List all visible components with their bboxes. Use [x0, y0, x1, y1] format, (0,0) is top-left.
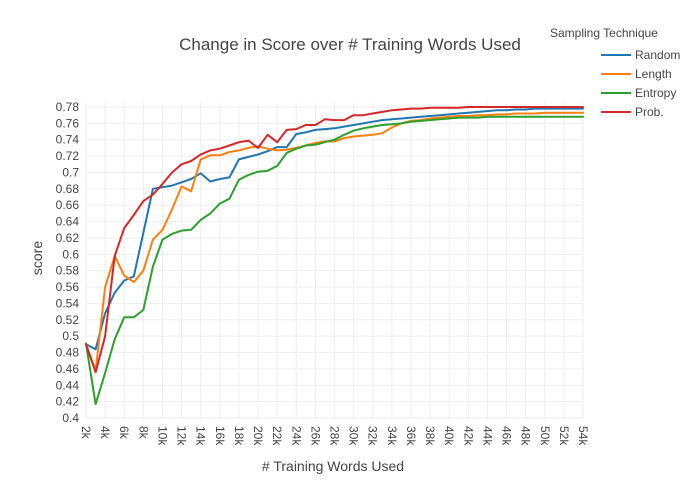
legend-label-length: Length: [635, 67, 672, 81]
y-tick-label: 0.78: [56, 100, 80, 114]
x-axis-ticks: 2k 4k 6k 8k 10k 12k 14k 16k 18k 20k 22k 24k 26k 28k 30…: [79, 426, 590, 446]
y-tick-label: 0.6: [62, 247, 79, 261]
x-tick-label: 48k: [519, 426, 533, 446]
y-tick-label: 0.44: [56, 378, 80, 392]
x-tick-label: 10k: [155, 426, 169, 446]
x-tick-label: 50k: [538, 426, 552, 446]
x-axis-title: # Training Words Used: [262, 458, 404, 474]
x-tick-label: 18k: [232, 426, 246, 446]
legend-items: Random Length Entropy Prob.: [601, 48, 680, 119]
y-tick-label: 0.72: [56, 149, 80, 163]
y-tick-label: 0.56: [56, 280, 80, 294]
legend-label-entropy: Entropy: [635, 86, 676, 100]
y-axis-title: score: [29, 241, 45, 275]
x-tick-label: 14k: [194, 426, 208, 446]
x-tick-label: 16k: [213, 426, 227, 446]
x-tick-label: 28k: [328, 426, 342, 446]
y-tick-label: 0.76: [56, 116, 80, 130]
x-tick-label: 12k: [175, 426, 189, 446]
x-tick-label: 42k: [461, 426, 475, 446]
chart-title: Change in Score over # Training Words Us…: [179, 35, 521, 54]
y-tick-label: 0.4: [62, 411, 79, 425]
x-tick-label: 54k: [576, 426, 590, 446]
x-tick-label: 46k: [500, 426, 514, 446]
y-tick-label: 0.7: [62, 165, 79, 179]
y-tick-label: 0.64: [56, 215, 80, 229]
y-tick-label: 0.54: [56, 296, 80, 310]
x-tick-label: 38k: [423, 426, 437, 446]
x-tick-label: 32k: [366, 426, 380, 446]
x-tick-label: 26k: [308, 426, 322, 446]
x-tick-label: 24k: [289, 426, 303, 446]
x-tick-label: 30k: [347, 426, 361, 446]
y-tick-label: 0.62: [56, 231, 80, 245]
legend: Sampling Technique Random Length Entropy Pr…: [550, 26, 680, 119]
x-tick-label: 44k: [480, 426, 494, 446]
gridlines: [86, 103, 583, 418]
x-tick-label: 2k: [79, 426, 93, 440]
x-tick-label: 8k: [136, 426, 150, 440]
x-tick-label: 40k: [442, 426, 456, 446]
y-tick-label: 0.42: [56, 395, 80, 409]
y-tick-label: 0.52: [56, 313, 80, 327]
x-tick-label: 34k: [385, 426, 399, 446]
y-tick-label: 0.58: [56, 264, 80, 278]
y-tick-label: 0.46: [56, 362, 80, 376]
x-tick-label: 22k: [270, 426, 284, 446]
x-tick-label: 6k: [117, 426, 131, 440]
x-tick-label: 4k: [98, 426, 112, 440]
y-tick-label: 0.48: [56, 346, 80, 360]
x-tick-label: 52k: [557, 426, 571, 446]
y-tick-label: 0.74: [56, 133, 80, 147]
y-tick-label: 0.5: [62, 329, 79, 343]
x-tick-label: 20k: [251, 426, 265, 446]
x-tick-label: 36k: [404, 426, 418, 446]
legend-label-random: Random: [635, 48, 680, 62]
y-tick-label: 0.68: [56, 182, 80, 196]
legend-title: Sampling Technique: [550, 26, 658, 40]
legend-label-prob: Prob.: [635, 105, 664, 119]
y-tick-label: 0.66: [56, 198, 80, 212]
y-axis-ticks: 0.4 0.42 0.44 0.46 0.48 0.5 0.52 0.54 0.56 0.58 0.…: [56, 100, 80, 425]
